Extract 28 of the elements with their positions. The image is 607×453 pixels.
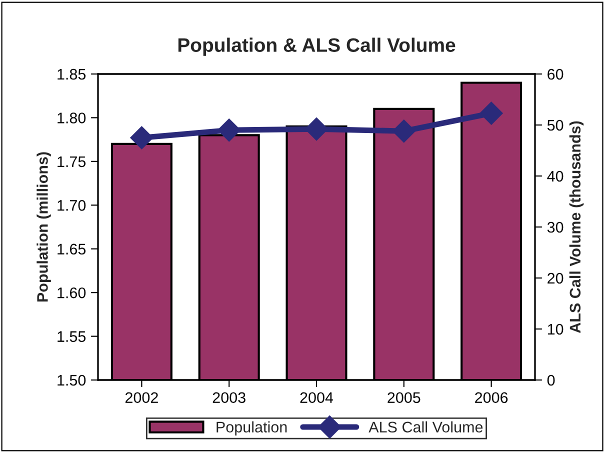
x-tick-label: 2003 — [212, 392, 246, 404]
point — [130, 126, 154, 150]
y2-tick-label: 30 — [547, 222, 564, 233]
chart-title: Population & ALS Call Volume — [178, 38, 456, 56]
y-tick-label: 1.55 — [58, 331, 86, 342]
y-tick-label: 1.60 — [58, 287, 86, 298]
y-tick-label: 1.80 — [58, 112, 86, 124]
y-axis-title: Population (millions) — [36, 152, 51, 302]
y-tick-label: 1.75 — [58, 156, 86, 168]
y2-tick-label: 50 — [547, 120, 564, 131]
legend-label: Population — [216, 421, 287, 436]
y2-tick-label: 20 — [548, 272, 564, 284]
y2-tick-label: 10 — [548, 324, 564, 335]
y-tick-label: 1.85 — [58, 68, 86, 80]
x-tick-label: 2006 — [475, 392, 508, 404]
y2-tick-label: 0 — [547, 374, 555, 386]
y2-tick-label: 60 — [548, 68, 564, 80]
x-tick-label: 2005 — [388, 392, 420, 404]
y2-tick-label: 40 — [547, 170, 564, 182]
y-tick-label: 1.65 — [58, 244, 86, 255]
y-tick-label: 1.70 — [58, 200, 86, 211]
point — [305, 118, 328, 141]
y2-axis-title: ALS Call Volume (thousands) — [569, 121, 584, 334]
legend-label: ALS Call Volume — [368, 421, 483, 433]
point — [480, 102, 503, 125]
x-tick-label: 2002 — [125, 392, 158, 404]
x-tick-label: 2004 — [300, 392, 334, 404]
y-tick-label: 1.50 — [58, 374, 86, 386]
